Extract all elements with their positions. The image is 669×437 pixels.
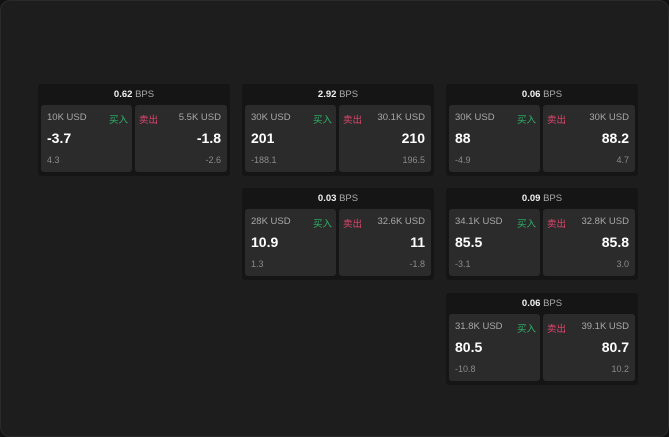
spread-header: 0.62 BPS — [38, 84, 230, 105]
sell-change: 3.0 — [616, 259, 629, 269]
buy-price: -3.7 — [47, 130, 72, 146]
spread-unit: BPS — [339, 193, 359, 204]
spread-unit: BPS — [543, 298, 563, 309]
buy-size: 30K USD — [455, 112, 495, 123]
buy-price: 88 — [455, 130, 471, 146]
spread-header: 0.09 BPS — [446, 188, 638, 209]
buy-size: 10K USD — [47, 112, 87, 123]
buy-change: -188.1 — [251, 155, 277, 165]
buy-price: 80.5 — [455, 339, 483, 355]
buy-label: 买入 — [516, 219, 536, 230]
sell-quote-button[interactable]: 卖出 32.6K USD 11 -1.8 — [339, 209, 431, 276]
quote-card: 0.06 BPS 31.8K USD 买入 80.5 -10.8 卖出 39.1… — [446, 293, 638, 385]
sell-label: 卖出 — [547, 219, 567, 230]
spread-value: 2.92 — [317, 89, 337, 100]
spread-value: 0.06 — [521, 89, 541, 100]
sell-quote-button[interactable]: 卖出 5.5K USD -1.8 -2.6 — [135, 105, 227, 172]
sell-change: -2.6 — [205, 155, 221, 165]
buy-quote-button[interactable]: 28K USD 买入 10.9 1.3 — [245, 209, 336, 276]
spread-value: 0.06 — [521, 298, 541, 309]
quote-card: 0.06 BPS 30K USD 买入 88 -4.9 卖出 30K USD 8… — [446, 84, 638, 176]
spread-value: 0.03 — [317, 193, 337, 204]
sell-price: 85.8 — [601, 234, 629, 250]
spread-header: 0.06 BPS — [446, 293, 638, 314]
sell-price: -1.8 — [196, 130, 221, 146]
buy-size: 30K USD — [251, 112, 291, 123]
buy-quote-button[interactable]: 10K USD 买入 -3.7 4.3 — [41, 105, 132, 172]
buy-change: -10.8 — [455, 364, 476, 374]
buy-label: 买入 — [516, 324, 536, 335]
spread-header: 2.92 BPS — [242, 84, 434, 105]
buy-change: 4.3 — [47, 155, 60, 165]
spread-unit: BPS — [543, 89, 563, 100]
sell-quote-button[interactable]: 卖出 39.1K USD 80.7 10.2 — [543, 314, 635, 381]
sell-size: 5.5K USD — [178, 112, 221, 123]
spread-unit: BPS — [339, 89, 359, 100]
sell-price: 80.7 — [601, 339, 629, 355]
sell-size: 30.1K USD — [377, 112, 425, 123]
buy-label: 买入 — [312, 115, 332, 126]
buy-quote-button[interactable]: 30K USD 买入 88 -4.9 — [449, 105, 540, 172]
sell-size: 30K USD — [589, 112, 629, 123]
sell-size: 32.6K USD — [377, 216, 425, 227]
buy-label: 买入 — [108, 115, 128, 126]
buy-quote-button[interactable]: 34.1K USD 买入 85.5 -3.1 — [449, 209, 540, 276]
buy-label: 买入 — [516, 115, 536, 126]
sell-label: 卖出 — [547, 115, 567, 126]
sell-change: 4.7 — [616, 155, 629, 165]
buy-change: 1.3 — [251, 259, 264, 269]
buy-change: -3.1 — [455, 259, 471, 269]
buy-price: 85.5 — [455, 234, 483, 250]
sell-price: 88.2 — [601, 130, 629, 146]
quote-card: 0.09 BPS 34.1K USD 买入 85.5 -3.1 卖出 32.8K… — [446, 188, 638, 280]
quote-card: 2.92 BPS 30K USD 买入 201 -188.1 卖出 30.1K … — [242, 84, 434, 176]
sell-label: 卖出 — [343, 219, 363, 230]
buy-size: 34.1K USD — [455, 216, 503, 227]
buy-change: -4.9 — [455, 155, 471, 165]
sell-size: 32.8K USD — [581, 216, 629, 227]
sell-label: 卖出 — [547, 324, 567, 335]
spread-header: 0.03 BPS — [242, 188, 434, 209]
sell-quote-button[interactable]: 卖出 32.8K USD 85.8 3.0 — [543, 209, 635, 276]
sell-change: 196.5 — [402, 155, 425, 165]
buy-size: 28K USD — [251, 216, 291, 227]
spread-header: 0.06 BPS — [446, 84, 638, 105]
buy-quote-button[interactable]: 30K USD 买入 201 -188.1 — [245, 105, 336, 172]
spread-unit: BPS — [135, 89, 155, 100]
spread-value: 0.62 — [113, 89, 133, 100]
quote-card: 0.62 BPS 10K USD 买入 -3.7 4.3 卖出 5.5K USD… — [38, 84, 230, 176]
buy-size: 31.8K USD — [455, 321, 503, 332]
spread-value: 0.09 — [521, 193, 541, 204]
buy-price: 10.9 — [251, 234, 279, 250]
buy-price: 201 — [251, 130, 275, 146]
buy-label: 买入 — [312, 219, 332, 230]
spread-unit: BPS — [543, 193, 563, 204]
sell-quote-button[interactable]: 卖出 30.1K USD 210 196.5 — [339, 105, 431, 172]
sell-label: 卖出 — [343, 115, 363, 126]
sell-change: -1.8 — [409, 259, 425, 269]
sell-label: 卖出 — [139, 115, 159, 126]
sell-change: 10.2 — [611, 364, 629, 374]
buy-quote-button[interactable]: 31.8K USD 买入 80.5 -10.8 — [449, 314, 540, 381]
sell-price: 210 — [401, 130, 425, 146]
sell-size: 39.1K USD — [581, 321, 629, 332]
sell-price: 11 — [410, 234, 425, 250]
quote-card: 0.03 BPS 28K USD 买入 10.9 1.3 卖出 32.6K US… — [242, 188, 434, 280]
sell-quote-button[interactable]: 卖出 30K USD 88.2 4.7 — [543, 105, 635, 172]
